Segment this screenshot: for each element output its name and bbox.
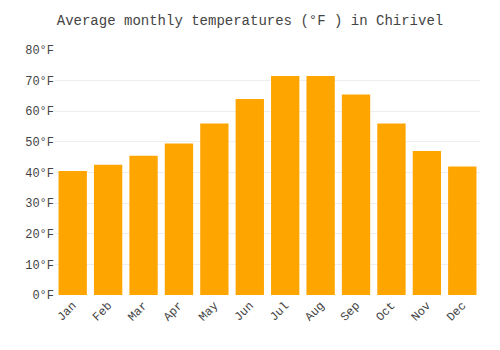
svg-text:May: May	[196, 299, 221, 324]
svg-text:Dec: Dec	[444, 299, 469, 324]
svg-text:Jun: Jun	[232, 299, 257, 324]
svg-text:Jul: Jul	[267, 299, 292, 324]
svg-text:Jan: Jan	[55, 299, 80, 324]
svg-text:Aug: Aug	[303, 299, 328, 324]
svg-text:10°F: 10°F	[25, 259, 54, 273]
svg-text:70°F: 70°F	[25, 75, 54, 89]
svg-text:20°F: 20°F	[25, 228, 54, 242]
svg-text:Sep: Sep	[338, 299, 363, 324]
svg-text:Average monthly temperatures (: Average monthly temperatures (°F ) in Ch…	[57, 13, 443, 29]
svg-text:40°F: 40°F	[25, 167, 54, 181]
svg-text:Nov: Nov	[409, 299, 434, 324]
svg-text:Feb: Feb	[90, 299, 115, 324]
svg-text:30°F: 30°F	[25, 197, 54, 211]
svg-text:Apr: Apr	[161, 299, 186, 324]
svg-text:Mar: Mar	[125, 299, 150, 324]
svg-text:0°F: 0°F	[32, 289, 54, 303]
svg-text:50°F: 50°F	[25, 136, 54, 150]
svg-text:60°F: 60°F	[25, 105, 54, 119]
svg-text:Oct: Oct	[373, 299, 398, 324]
svg-text:80°F: 80°F	[25, 44, 54, 58]
